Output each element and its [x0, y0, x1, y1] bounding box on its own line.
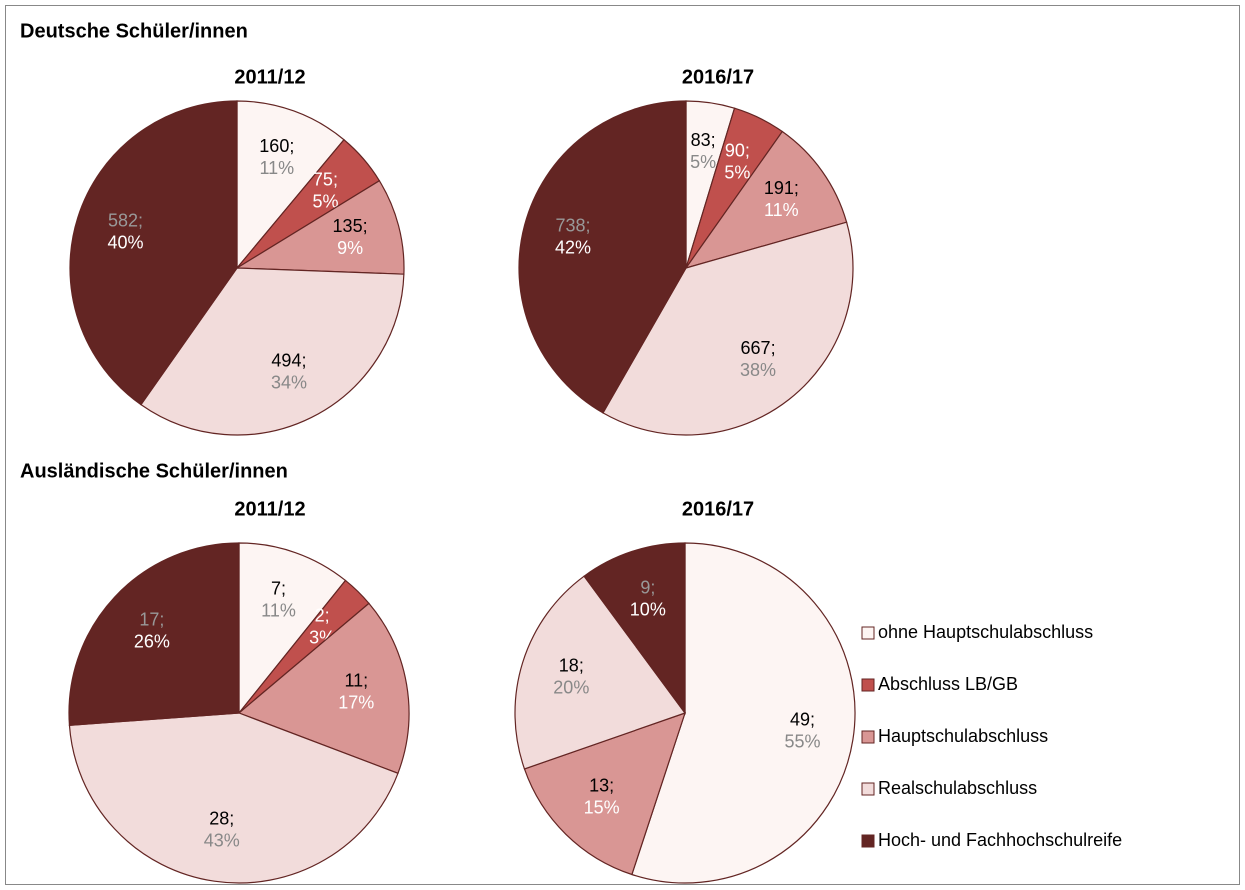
share-label: 43%: [204, 831, 240, 851]
legend-swatch: [861, 730, 875, 744]
value-label: 18;: [559, 656, 584, 676]
pie-slice: [583, 542, 686, 715]
pie-slice: [236, 100, 345, 270]
value-label: 191;: [764, 178, 799, 198]
value-label: 9;: [640, 578, 655, 598]
share-label: 11%: [259, 158, 294, 178]
chart-title: 2011/12: [234, 498, 305, 520]
value-label: 738;: [556, 216, 591, 236]
legend-swatch: [861, 834, 875, 848]
legend-label: Hoch- und Fachhochschulreife: [878, 830, 1122, 850]
legend-swatch: [861, 782, 875, 796]
value-label: 17;: [139, 610, 164, 630]
share-label: 34%: [271, 372, 307, 392]
pie-slice: [68, 712, 399, 884]
share-label: 15%: [584, 798, 620, 818]
pie-slice: [69, 100, 238, 406]
legend-swatch: [861, 626, 875, 640]
share-label: 26%: [134, 632, 170, 652]
share-label: 5%: [312, 191, 338, 211]
pie-slice: [237, 602, 410, 775]
value-label: 667;: [741, 338, 776, 358]
share-label: 42%: [555, 238, 591, 258]
share-label: 5%: [690, 152, 716, 172]
legend-label: Hauptschulabschluss: [878, 726, 1048, 746]
share-label: 40%: [108, 232, 144, 252]
share-label: 5%: [724, 163, 750, 183]
pie-slice: [631, 542, 856, 884]
value-label: 13;: [589, 776, 614, 796]
value-label: 90;: [725, 141, 750, 161]
share-label: 38%: [740, 360, 776, 380]
value-label: 582;: [108, 210, 143, 230]
group-title: Ausländische Schüler/innen: [20, 460, 288, 482]
pie-slice: [68, 542, 240, 726]
value-label: 83;: [691, 130, 716, 150]
pie-slice: [518, 100, 687, 414]
legend-label: ohne Hauptschulabschluss: [878, 622, 1093, 642]
share-label: 55%: [784, 732, 820, 752]
share-label: 11%: [261, 600, 296, 620]
share-label: 20%: [553, 678, 589, 698]
share-label: 17%: [338, 693, 374, 713]
share-label: 10%: [630, 600, 666, 620]
legend-label: Realschulabschluss: [878, 778, 1037, 798]
legend-swatch: [861, 678, 875, 692]
pie-slice: [514, 575, 686, 770]
value-label: 494;: [271, 350, 306, 370]
value-label: 49;: [790, 710, 815, 730]
pie-slice: [684, 130, 848, 270]
pie-slice: [523, 712, 686, 876]
share-label: 11%: [764, 200, 799, 220]
value-label: 28;: [209, 809, 234, 829]
share-label: 9%: [337, 238, 363, 258]
chart-title: 2011/12: [234, 66, 305, 88]
pie-slice: [234, 179, 405, 275]
value-label: 75;: [313, 169, 338, 189]
pie-slice: [602, 221, 854, 436]
value-label: 2;: [315, 606, 330, 626]
value-label: 160;: [259, 136, 294, 156]
value-label: 11;: [344, 671, 368, 691]
chart-title: 2016/17: [682, 498, 754, 520]
value-label: 135;: [333, 216, 368, 236]
pie-slice: [140, 267, 405, 436]
group-title: Deutsche Schüler/innen: [20, 20, 248, 42]
legend-label: Abschluss LB/GB: [878, 674, 1018, 694]
value-label: 7;: [271, 578, 286, 598]
chart-title: 2016/17: [682, 66, 754, 88]
pie-slice: [238, 542, 347, 715]
